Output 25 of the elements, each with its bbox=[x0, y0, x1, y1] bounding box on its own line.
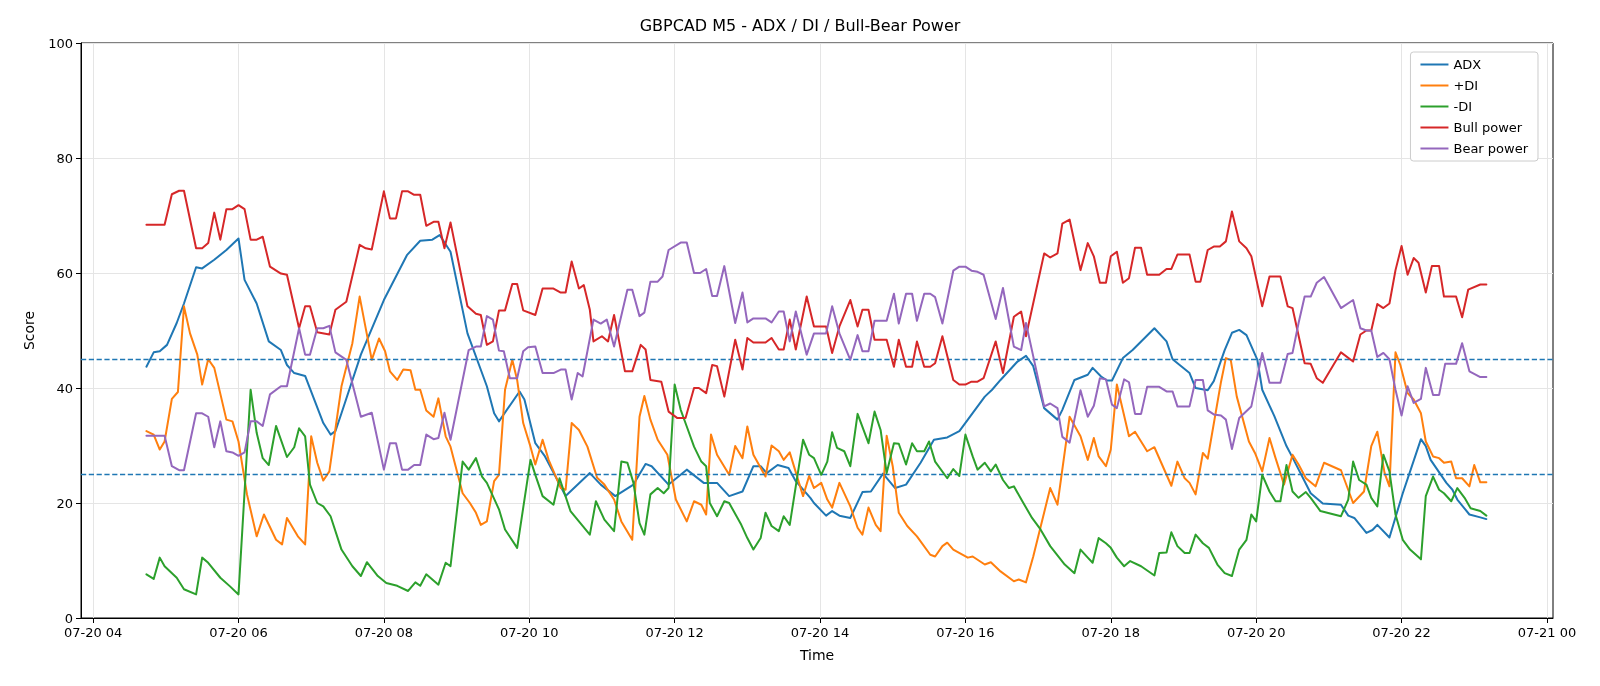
y-tick-label: 100 bbox=[48, 35, 73, 51]
x-tick-label: 07-20 16 bbox=[936, 625, 995, 640]
legend-label: -DI bbox=[1453, 99, 1473, 114]
legend-label: ADX bbox=[1453, 57, 1482, 72]
x-tick-label: 07-21 00 bbox=[1517, 625, 1577, 640]
x-tick-label: 07-20 14 bbox=[790, 625, 850, 640]
y-tick-label: 0 bbox=[64, 610, 73, 626]
x-tick-label: 07-20 20 bbox=[1226, 625, 1286, 640]
x-axis-title: Time bbox=[798, 647, 835, 663]
y-tick-label: 60 bbox=[56, 265, 73, 281]
y-tick-label: 40 bbox=[56, 380, 73, 396]
legend-label: Bear power bbox=[1453, 141, 1529, 156]
x-tick-label: 07-20 06 bbox=[209, 625, 268, 640]
legend-label: +DI bbox=[1453, 78, 1479, 93]
y-tick-label: 80 bbox=[56, 150, 73, 166]
y-axis-title: Score bbox=[21, 310, 37, 351]
x-tick-label: 07-20 22 bbox=[1372, 625, 1431, 640]
legend-label: Bull power bbox=[1453, 120, 1523, 135]
x-tick-label: 07-20 12 bbox=[645, 625, 704, 640]
chart-title: GBPCAD M5 - ADX / DI / Bull-Bear Power bbox=[639, 15, 961, 35]
y-tick-label: 20 bbox=[56, 495, 73, 511]
x-tick-label: 07-20 04 bbox=[63, 625, 123, 640]
x-tick-label: 07-20 08 bbox=[354, 625, 414, 640]
x-tick-label: 07-20 18 bbox=[1081, 625, 1141, 640]
x-tick-label: 07-20 10 bbox=[500, 625, 559, 640]
